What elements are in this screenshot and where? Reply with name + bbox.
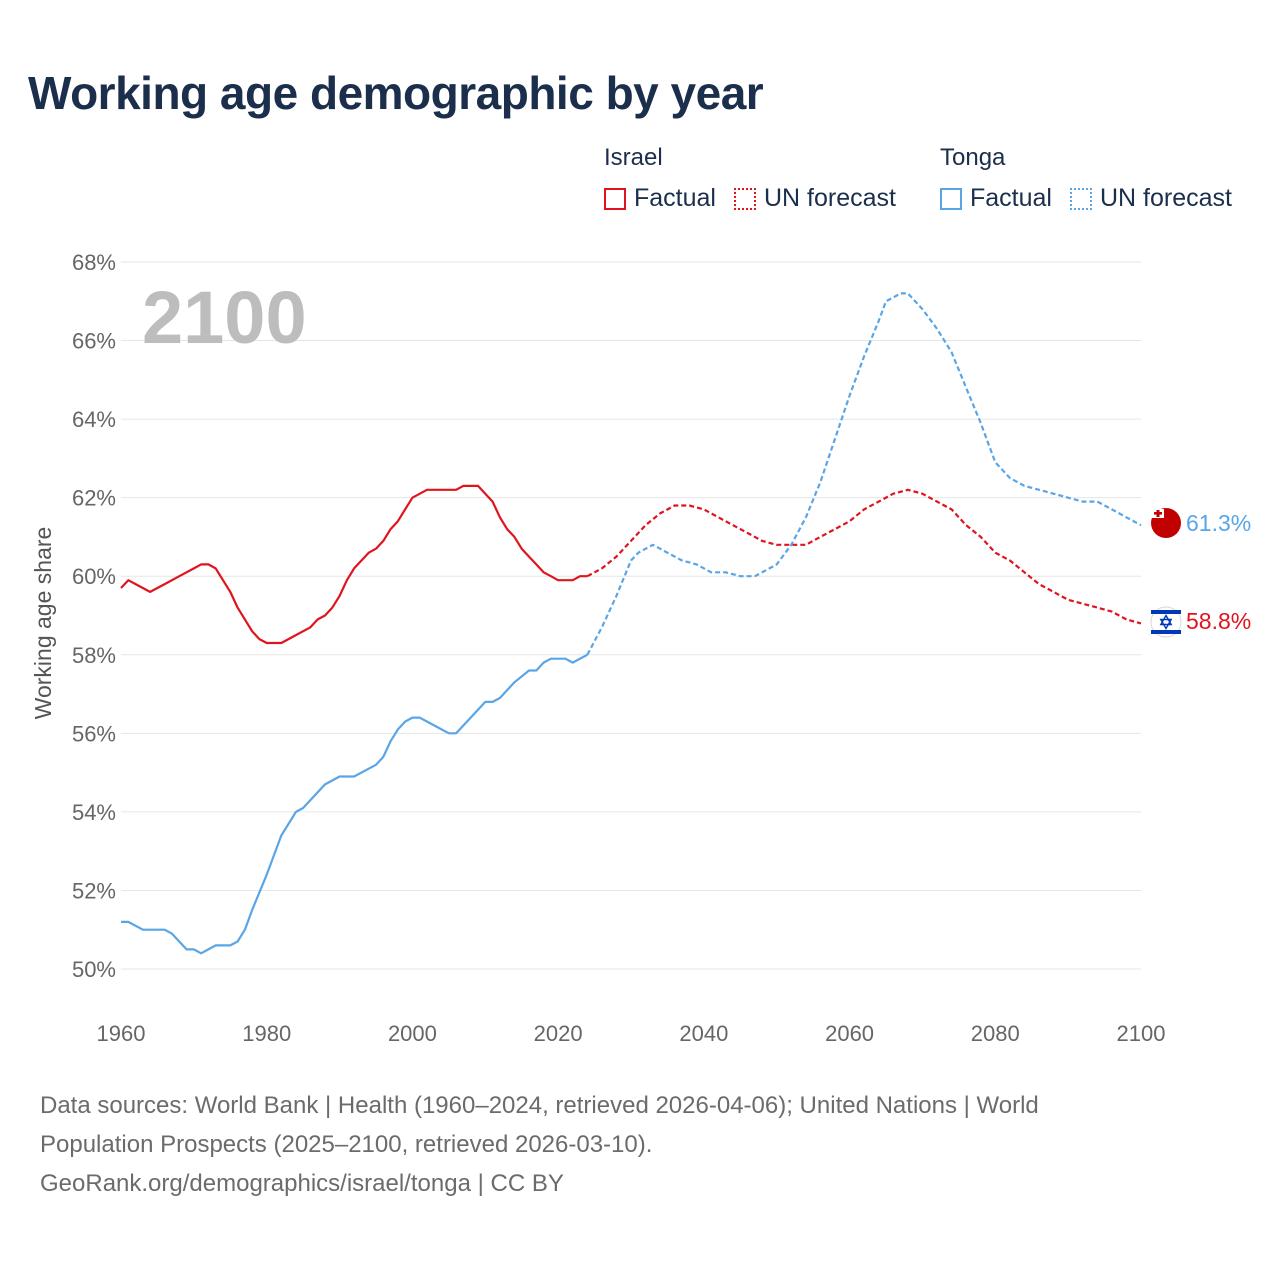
legend-label: UN forecast [1099, 184, 1232, 212]
y-tick-label: 56% [72, 721, 116, 746]
sources-link[interactable]: GeoRank.org/demographics/israel/tonga | … [40, 1170, 564, 1197]
y-tick-label: 68% [72, 250, 116, 275]
legend-item-tonga-factual[interactable]: Factual [940, 184, 1052, 213]
israel-forecast-line [586, 488, 1142, 625]
y-tick-label: 52% [72, 878, 116, 903]
x-tick-label: 1960 [97, 1021, 146, 1046]
grid [121, 261, 1141, 970]
y-tick-label: 64% [72, 407, 116, 432]
chart-title: Working age demographic by year [28, 67, 764, 119]
current-year-label: 2100 [142, 276, 307, 359]
legend-item-israel-forecast[interactable]: UN forecast [733, 184, 896, 213]
tonga-factual-line [121, 653, 588, 955]
x-tick-label: 2080 [971, 1021, 1020, 1046]
x-axis-ticks: 1960 1980 2000 2020 2040 2060 2080 2100 [97, 1021, 1166, 1046]
line-chart: 50% 52% 54% 56% 58% 60% 62% 64% 66% 68% 1960 1980 2… [30, 250, 1251, 1046]
series [120, 292, 1142, 955]
y-axis-title: Working age share [30, 527, 56, 720]
legend-label: Factual [634, 184, 716, 212]
y-axis-ticks: 50% 52% 54% 56% 58% 60% 62% 64% 66% 68% [72, 250, 116, 982]
y-tick-label: 62% [72, 486, 116, 511]
legend-israel: Israel Factual UN forecast [604, 144, 914, 213]
x-tick-label: 2100 [1117, 1021, 1166, 1046]
legend-item-israel-factual[interactable]: Factual [604, 184, 716, 213]
y-tick-label: 66% [72, 329, 116, 354]
israel-factual-line [120, 484, 588, 645]
y-tick-label: 58% [72, 643, 116, 668]
legend-tonga: Tonga Factual UN forecast [940, 144, 1250, 213]
legend-swatch-solid [940, 187, 962, 210]
sources-text: Data sources: World Bank | Health (1960–… [40, 1092, 1039, 1158]
end-markers: 61.3% 58.8% [1150, 508, 1251, 638]
israel-end-value: 58.8% [1186, 608, 1251, 634]
x-tick-label: 2000 [388, 1021, 437, 1046]
y-tick-label: 50% [72, 957, 116, 982]
x-tick-label: 2040 [679, 1021, 728, 1046]
tonga-flag-icon [1151, 508, 1181, 538]
y-tick-label: 54% [72, 800, 116, 825]
tonga-forecast-line [586, 292, 1142, 656]
tonga-end-value: 61.3% [1186, 510, 1251, 536]
x-tick-label: 1980 [242, 1021, 291, 1046]
legend-swatch-solid [604, 187, 626, 210]
legend-group-name: Tonga [940, 144, 1006, 171]
legend-swatch-dotted [733, 187, 756, 210]
legend-swatch-dotted [1069, 187, 1092, 210]
x-tick-label: 2060 [825, 1021, 874, 1046]
legend-label: Factual [970, 184, 1052, 212]
legend-group-name: Israel [604, 144, 663, 171]
israel-flag-icon [1150, 606, 1182, 638]
y-tick-label: 60% [72, 564, 116, 589]
legend-label: UN forecast [763, 184, 896, 212]
legend-item-tonga-forecast[interactable]: UN forecast [1069, 184, 1232, 213]
x-tick-label: 2020 [534, 1021, 583, 1046]
data-sources: Data sources: World Bank | Health (1960–… [40, 1086, 1150, 1203]
